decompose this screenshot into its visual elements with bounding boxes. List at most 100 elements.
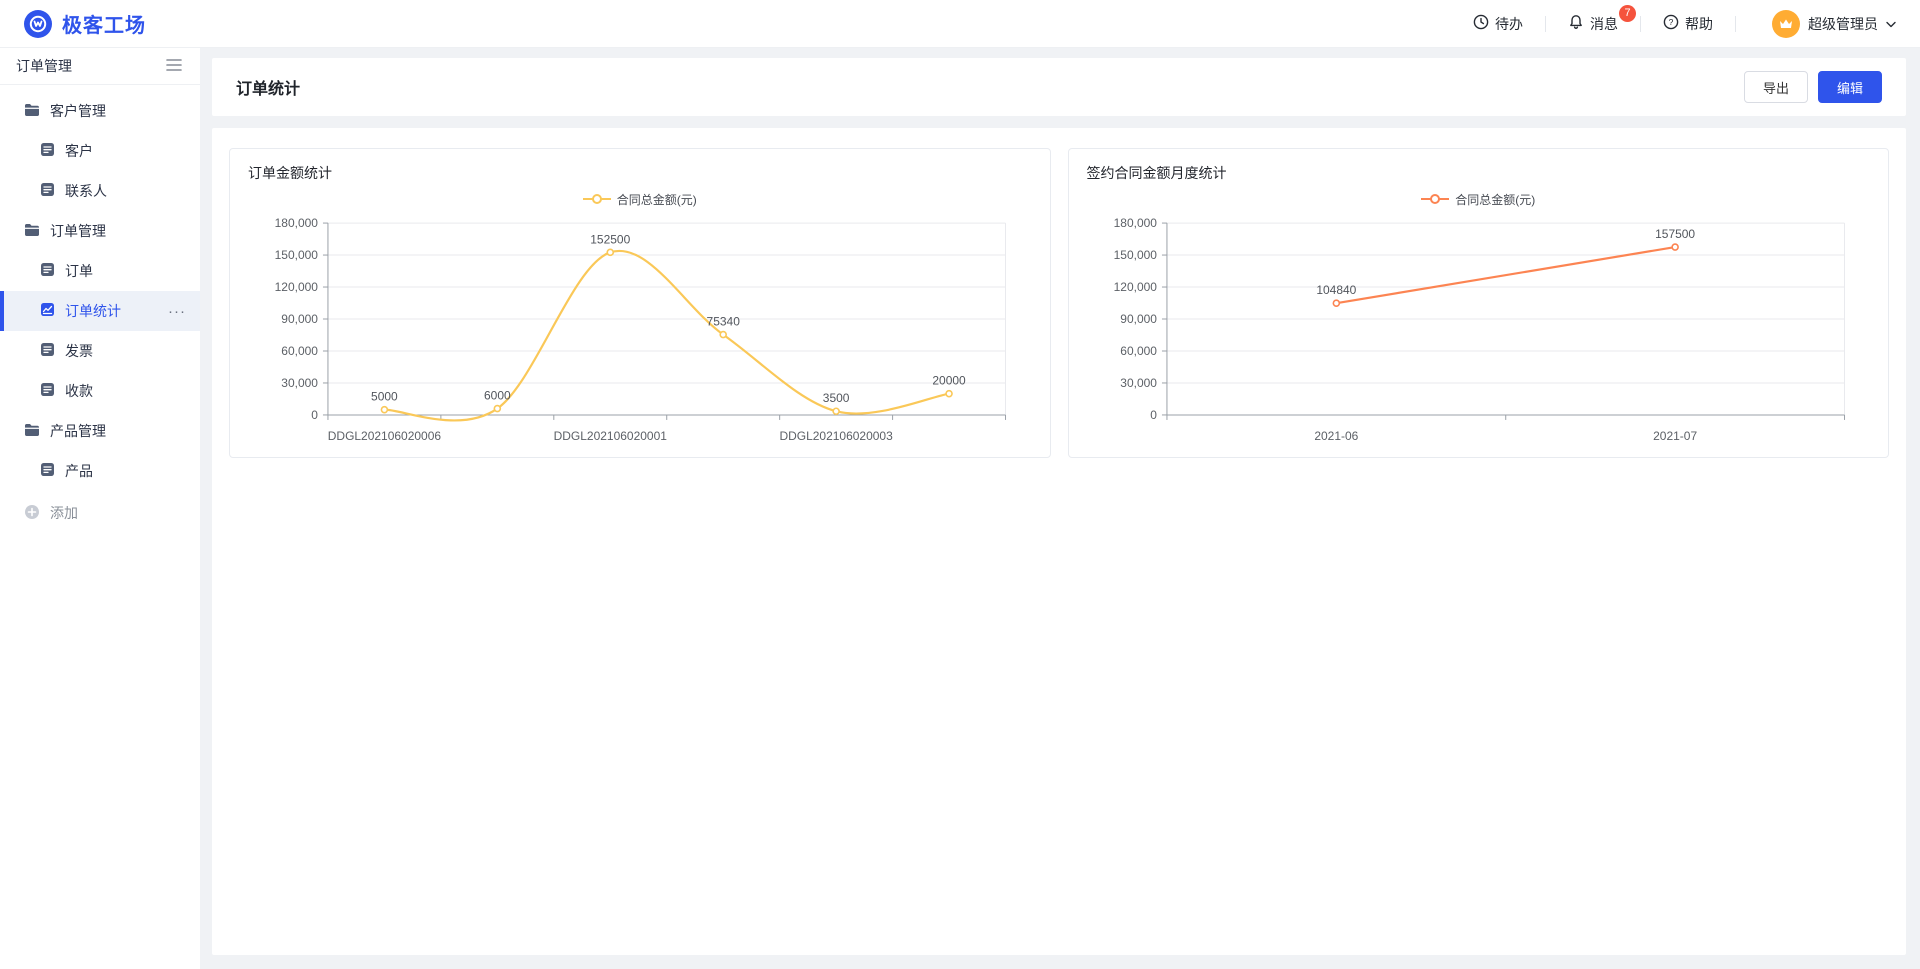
chart-icon [40, 302, 55, 320]
svg-text:?: ? [1669, 17, 1674, 27]
line-chart: 180,000 150,000 120,000 90,000 60,000 30,000 0… [1087, 211, 1871, 449]
line-chart-svg: 180,000 150,000 120,000 90,000 60,000 30,000 0… [275, 216, 1007, 443]
clock-icon [1473, 14, 1489, 33]
svg-text:180,000: 180,000 [1113, 216, 1157, 230]
header-item-label: 待办 [1495, 15, 1523, 32]
brand-logo: 极客工场 [24, 9, 146, 38]
svg-text:120,000: 120,000 [275, 280, 319, 294]
svg-text:3500: 3500 [823, 391, 850, 405]
bell-icon [1568, 14, 1584, 33]
header-item-label: 帮助 [1685, 15, 1713, 32]
svg-text:5000: 5000 [371, 390, 398, 404]
sidebar-item-label: 订单管理 [50, 223, 106, 239]
svg-text:0: 0 [1150, 408, 1157, 422]
sidebar-menu: 客户管理客户联系人订单管理订单订单统计 ··· 发票收款产品管理产品 [0, 85, 200, 491]
sidebar-item-label: 产品管理 [50, 423, 106, 439]
chevron-down-icon [1886, 15, 1896, 33]
svg-text:30,000: 30,000 [281, 376, 318, 390]
sidebar-add-label: 添加 [50, 505, 78, 521]
header-item-label: 消息 [1590, 15, 1618, 32]
svg-text:2021-07: 2021-07 [1653, 429, 1697, 443]
svg-text:20000: 20000 [932, 374, 966, 388]
svg-text:152500: 152500 [590, 232, 630, 246]
question-icon: ? [1663, 14, 1679, 33]
svg-text:30,000: 30,000 [1120, 376, 1157, 390]
sidebar-item-产品[interactable]: 产品 [0, 451, 200, 491]
sidebar: 订单管理 客户管理 客户 联系人 订单管理 订单 订单统计 ··· 发票 收款 产品管理 产品 添加 [0, 48, 200, 969]
header-divider [1545, 15, 1546, 32]
sidebar-item-客户[interactable]: 客户 [0, 131, 200, 171]
sidebar-item-订单管理[interactable]: 订单管理 [0, 211, 200, 251]
header-item-todo[interactable]: 待办 [1469, 14, 1527, 34]
sidebar-item-产品管理[interactable]: 产品管理 [0, 411, 200, 451]
brand-name: 极客工场 [62, 15, 146, 37]
svg-text:0: 0 [311, 408, 318, 422]
sidebar-title: 订单管理 [16, 58, 72, 74]
svg-text:104840: 104840 [1316, 283, 1356, 297]
svg-text:DDGL202106020001: DDGL202106020001 [554, 429, 668, 443]
message-count-badge: 7 [1619, 4, 1636, 22]
doc-icon [40, 382, 55, 400]
svg-text:DDGL202106020006: DDGL202106020006 [328, 429, 442, 443]
chart-legend[interactable]: 合同总金额(元) [248, 187, 1032, 211]
chart-title: 签约合同金额月度统计 [1086, 165, 1227, 181]
svg-text:150,000: 150,000 [275, 248, 319, 262]
sidebar-item-label: 联系人 [65, 183, 107, 199]
sidebar-divider [0, 84, 200, 85]
sidebar-item-label: 客户管理 [50, 103, 106, 119]
sidebar-item-收款[interactable]: 收款 [0, 371, 200, 411]
sidebar-item-label: 订单 [65, 263, 93, 279]
chart-title: 订单金额统计 [248, 165, 332, 181]
page-title: 订单统计 [236, 81, 301, 98]
legend-marker-icon [582, 194, 611, 204]
sidebar-item-发票[interactable]: 发票 [0, 331, 200, 371]
doc-icon [40, 342, 55, 360]
avatar [1772, 9, 1800, 38]
line-chart: 180,000 150,000 120,000 90,000 60,000 30,000 0… [248, 211, 1032, 449]
svg-text:DDGL202106020003: DDGL202106020003 [779, 429, 893, 443]
more-icon[interactable]: ··· [168, 302, 186, 320]
content-panel: 订单金额统计 合同总金额(元) 180,000 150,000 120,000 90,… [212, 128, 1906, 955]
sidebar-item-订单[interactable]: 订单 [0, 251, 200, 291]
top-header: 极客工场 待办 消息 7? 帮助 超级管理员 [0, 0, 1920, 48]
sidebar-item-客户管理[interactable]: 客户管理 [0, 91, 200, 131]
svg-text:90,000: 90,000 [281, 312, 318, 326]
svg-text:90,000: 90,000 [1120, 312, 1157, 326]
sidebar-item-label: 订单统计 [65, 303, 121, 319]
sidebar-item-label: 收款 [65, 383, 93, 399]
order-amount-chart-card: 订单金额统计 合同总金额(元) 180,000 150,000 120,000 90,… [229, 148, 1051, 458]
edit-button[interactable]: 编辑 [1817, 71, 1882, 103]
page-header: 订单统计 导出 编辑 [212, 58, 1906, 116]
svg-text:6000: 6000 [484, 389, 511, 403]
header-item-help[interactable]: ? 帮助 [1659, 14, 1717, 34]
user-menu[interactable]: 超级管理员 [1772, 9, 1896, 38]
user-name: 超级管理员 [1808, 15, 1878, 32]
svg-text:75340: 75340 [707, 315, 741, 329]
sidebar-item-订单统计[interactable]: 订单统计 ··· [0, 291, 200, 331]
export-button[interactable]: 导出 [1743, 71, 1808, 103]
header-divider [1735, 15, 1736, 32]
folder-icon [24, 103, 40, 120]
sidebar-item-label: 发票 [65, 343, 93, 359]
svg-text:60,000: 60,000 [281, 344, 318, 358]
svg-text:2021-06: 2021-06 [1314, 429, 1358, 443]
header-actions: 待办 消息 7? 帮助 超级管理员 [1469, 4, 1896, 38]
chart-legend[interactable]: 合同总金额(元) [1087, 187, 1871, 211]
svg-text:180,000: 180,000 [275, 216, 319, 230]
sidebar-item-label: 客户 [65, 143, 93, 159]
collapse-menu-icon[interactable] [166, 57, 182, 76]
header-divider [1640, 15, 1641, 32]
legend-label: 合同总金额(元) [616, 192, 697, 207]
header-item-messages[interactable]: 消息 7 [1564, 4, 1636, 34]
legend-label: 合同总金额(元) [1455, 192, 1536, 207]
svg-text:120,000: 120,000 [1113, 280, 1157, 294]
monthly-contract-chart-card: 签约合同金额月度统计 合同总金额(元) 180,000 150,000 120,00… [1067, 148, 1889, 458]
brand-logo-icon [24, 9, 52, 38]
sidebar-item-联系人[interactable]: 联系人 [0, 171, 200, 211]
sidebar-item-label: 产品 [65, 463, 93, 479]
doc-icon [40, 142, 55, 160]
doc-icon [40, 262, 55, 280]
svg-text:157500: 157500 [1655, 227, 1695, 241]
sidebar-add-button[interactable]: 添加 [0, 493, 200, 533]
svg-text:60,000: 60,000 [1120, 344, 1157, 358]
